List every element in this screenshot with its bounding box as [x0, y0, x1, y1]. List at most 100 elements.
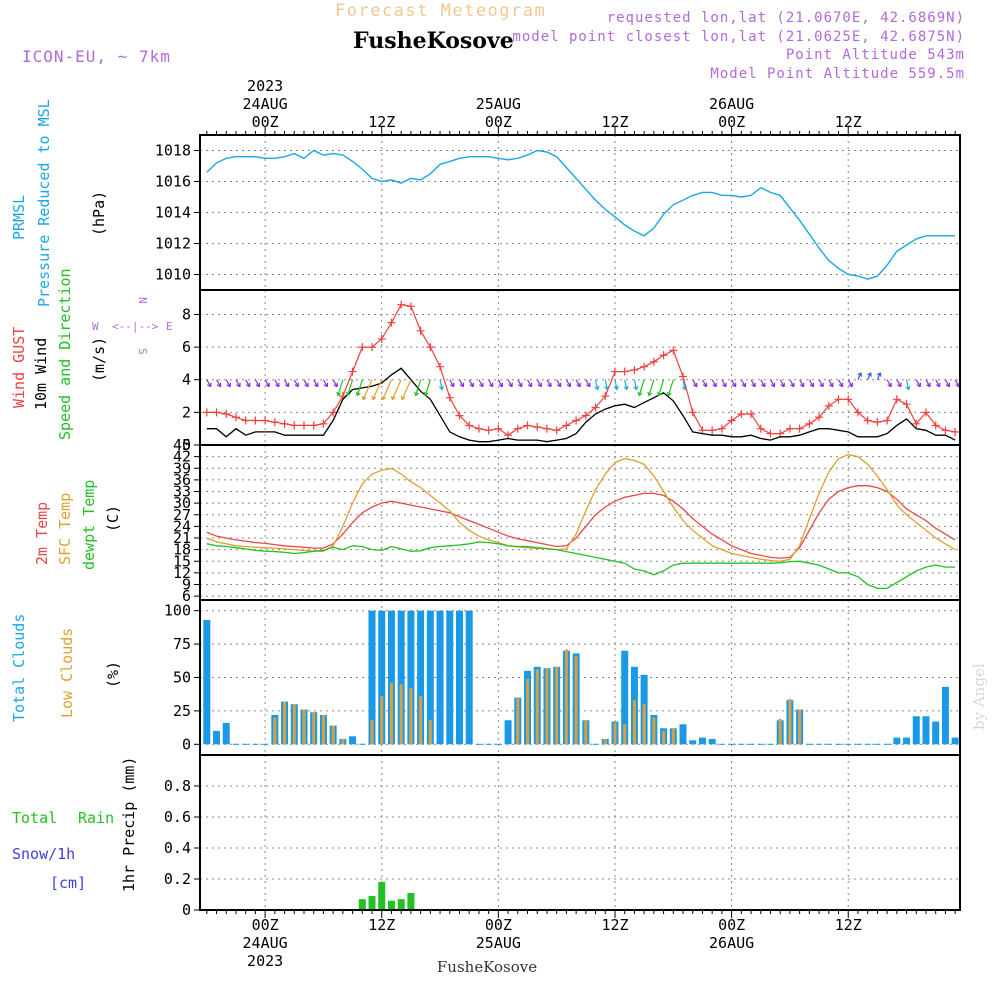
wind-arrow-head [790, 382, 795, 388]
top-time-label: 24AUG [243, 95, 288, 113]
wind-direction-arrow [896, 379, 902, 388]
wind-series-line [206, 367, 956, 443]
model-altitude: Model Point Altitude 559.5m [710, 66, 965, 82]
wind-arrow-head [371, 395, 377, 401]
gust-point [766, 429, 775, 438]
gust-point [610, 367, 619, 376]
gust-point [533, 423, 542, 432]
wind-arrow-head [275, 382, 280, 388]
wind-arrow-head [751, 382, 756, 388]
wind-arrow-head [838, 382, 844, 388]
total-clouds-bar [903, 737, 911, 745]
wind-direction-arrow [264, 379, 270, 388]
pressure-ytick-label: 1018 [155, 142, 191, 160]
gust-point [863, 416, 872, 425]
wind-direction-arrow [648, 379, 655, 396]
gust-point [445, 393, 454, 402]
wind-arrow-head [760, 382, 766, 388]
gust-point [620, 367, 629, 376]
wind-arrow-head [887, 382, 892, 388]
top-time-label: 00Z [485, 113, 512, 131]
wind-arrow-head [722, 382, 727, 388]
wind-direction-arrow [624, 379, 628, 390]
wind-direction-arrow [313, 379, 319, 388]
temperature-ytick-label: 45 [173, 436, 191, 454]
wind-direction-arrow [254, 379, 260, 388]
wind-direction-arrow [468, 379, 474, 388]
low-clouds-bar [526, 678, 530, 745]
gust-point [737, 410, 746, 418]
total-clouds-bar [378, 610, 386, 745]
temperature-ytick-label: 9 [182, 576, 191, 594]
wind-direction-arrow [322, 379, 328, 388]
gust-point [853, 408, 862, 417]
temperature-ytick-label: 30 [173, 494, 191, 512]
low-clouds-bar [574, 656, 578, 745]
gust-point [319, 419, 328, 428]
clouds-ytick-label: 0 [182, 735, 191, 753]
wind-direction-arrow [837, 379, 844, 388]
wind-arrow-head [323, 382, 329, 388]
clouds-label-total: Total Clouds [10, 614, 28, 722]
wind-ytick-label: 2 [182, 403, 191, 421]
location-title: FusheKosove [353, 28, 514, 54]
low-clouds-bar [292, 704, 296, 745]
wind-arrow-head [236, 382, 241, 388]
wind-direction-arrow [594, 379, 599, 390]
temperature-ytick-label: 24 [173, 517, 191, 535]
wind-arrow-head [867, 372, 872, 377]
total-clouds-bar [203, 620, 211, 745]
top-time-label: 2023 [247, 77, 283, 95]
total-clouds-bar [465, 610, 473, 745]
wind-arrow-head [780, 382, 785, 388]
wind-direction-arrow [935, 379, 941, 388]
temperature-ytick-label: 18 [173, 541, 191, 559]
wind-direction-arrow [546, 379, 552, 388]
wind-arrow-head [216, 382, 222, 388]
rain-bar [368, 896, 376, 910]
compass-west: W [92, 320, 99, 333]
low-clouds-bar [399, 684, 403, 745]
precip-label-snow: Snow/1h [12, 845, 75, 863]
wind-ytick-label: 8 [182, 305, 191, 323]
temperature-ytick-label: 12 [173, 564, 191, 582]
wind-arrow-head [876, 372, 882, 377]
gust-point [951, 427, 960, 436]
wind-arrow-head [381, 395, 387, 401]
precip-label-total: Total [12, 809, 57, 827]
clouds-ytick-label: 75 [173, 635, 191, 653]
wind-arrow-head [547, 382, 552, 388]
wind-direction-arrow [526, 379, 533, 388]
wind-arrow-head [304, 382, 309, 388]
pressure-series-line [206, 149, 956, 280]
wind-arrow-head [799, 382, 805, 388]
wind-arrow-head [245, 382, 251, 388]
temp-label-unit: (C) [104, 505, 122, 532]
wind-direction-arrow [585, 379, 591, 388]
low-clouds-bar [662, 730, 666, 745]
low-clouds-bar [312, 712, 316, 745]
wind-direction-arrow [565, 379, 571, 388]
bottom-time-label: 12Z [368, 916, 395, 934]
gust-point [436, 362, 445, 371]
pressure-ytick-label: 1012 [155, 235, 191, 253]
precipitation-ytick-label: 0.8 [164, 777, 191, 795]
total-clouds-bar [708, 738, 716, 745]
wind-arrow-head [294, 382, 299, 388]
gust-point [562, 421, 571, 430]
total-clouds-bar [912, 716, 920, 745]
bottom-time-label: 12Z [601, 916, 628, 934]
wind-arrow-head [594, 385, 600, 391]
wind-direction-arrow [721, 379, 727, 388]
wind-arrow-head [333, 382, 338, 388]
clouds-ytick-label: 25 [173, 702, 191, 720]
bottom-time-label: 00Z [485, 916, 512, 934]
wind-ytick-label: 4 [182, 371, 191, 389]
gust-point [630, 365, 639, 374]
wind-direction-arrow [857, 372, 862, 380]
pressure-label-name: Pressure Reduced to MSL [35, 99, 53, 307]
wind-arrow-head [391, 395, 396, 401]
low-clouds-bar [545, 668, 549, 745]
